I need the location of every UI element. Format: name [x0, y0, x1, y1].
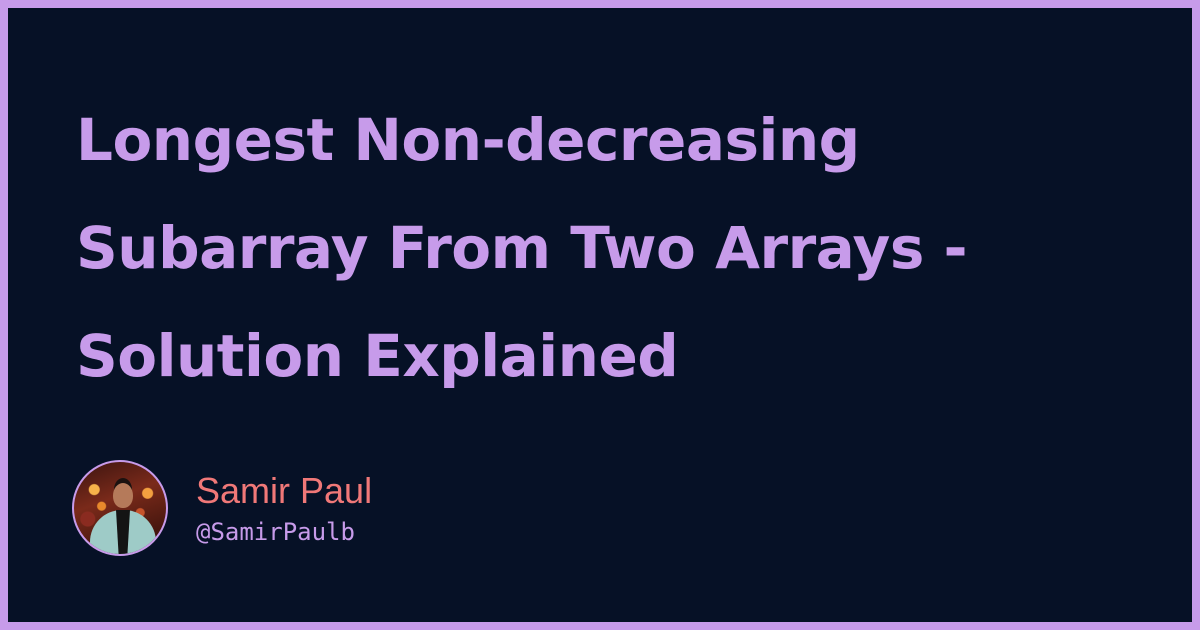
post-title-line-1: Longest Non-decreasing [76, 106, 860, 174]
avatar-shirt-shape [116, 510, 130, 554]
author-name: Samir Paul [196, 470, 373, 511]
author-meta: Samir Paul @SamirPaulb [196, 469, 372, 547]
author-handle: @SamirPaulb [196, 518, 355, 546]
post-title-line-3: Solution Explained [76, 322, 679, 390]
author-avatar [72, 460, 168, 556]
post-title: Longest Non-decreasing Subarray From Two… [76, 86, 1156, 410]
post-title-line-2: Subarray From Two Arrays - [76, 214, 968, 282]
avatar-head-shape [113, 483, 133, 508]
author-block: Samir Paul @SamirPaulb [72, 460, 372, 556]
